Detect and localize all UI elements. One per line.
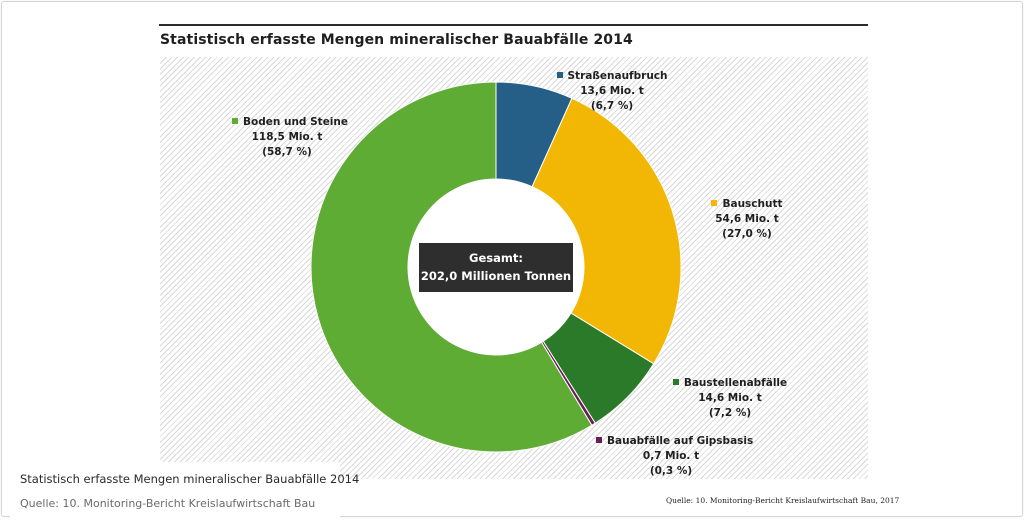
caption-title: Statistisch erfasste Mengen mineralische… (20, 472, 360, 486)
slice-name: Bauschutt (722, 198, 783, 210)
legend-marker (232, 118, 238, 124)
legend-marker (672, 379, 679, 385)
slice-value: 118,5 Mio. t (251, 131, 323, 143)
slice-percent: (7,2 %) (708, 407, 752, 419)
caption-source: Quelle: 10. Monitoring-Bericht Kreislauf… (20, 497, 316, 510)
label-bauschutt: Bauschutt 54,6 Mio. t (27,0 %) (697, 197, 797, 242)
legend-marker (711, 200, 718, 206)
label-strassenaufbruch: Straßenaufbruch 13,6 Mio. t (6,7 %) (552, 69, 672, 114)
slice-name: Boden und Steine (243, 116, 349, 128)
slice-percent: (6,7 %) (590, 100, 634, 112)
slice-name: Baustellenabfälle (683, 377, 788, 389)
slice-value: 14,6 Mio. t (698, 392, 762, 404)
source-note: Quelle: 10. Monitoring-Bericht Kreislauf… (666, 496, 900, 505)
slice-percent: (0,3 %) (649, 465, 693, 477)
slice-name: Bauabfälle auf Gipsbasis (607, 435, 754, 447)
total-value: 202,0 Millionen Tonnen (420, 269, 572, 283)
total-label: Gesamt: (469, 251, 523, 265)
title-rule (159, 24, 868, 26)
slice-name: Straßenaufbruch (567, 70, 668, 82)
label-bauabfaelle-gipsbasis: Bauabfälle auf Gipsbasis 0,7 Mio. t (0,3… (596, 434, 753, 479)
slice-value: 0,7 Mio. t (642, 450, 700, 462)
label-baustellenabfaelle: Baustellenabfälle 14,6 Mio. t (7,2 %) (670, 376, 790, 421)
legend-marker (556, 72, 563, 78)
slice-percent: (27,0 %) (722, 228, 772, 240)
total-box: Gesamt: 202,0 Millionen Tonnen (419, 243, 573, 292)
legend-marker (596, 437, 602, 443)
label-boden-und-steine: Boden und Steine 118,5 Mio. t (58,7 %) (232, 115, 348, 160)
slice-value: 54,6 Mio. t (715, 213, 779, 225)
slice-percent: (58,7 %) (262, 146, 312, 158)
caption-overlay: Statistisch erfasste Mengen mineralische… (10, 462, 359, 520)
chart-title: Statistisch erfasste Mengen mineralische… (160, 32, 633, 48)
slice-value: 13,6 Mio. t (580, 85, 644, 97)
pie-slice-bauschutt (531, 97, 682, 365)
